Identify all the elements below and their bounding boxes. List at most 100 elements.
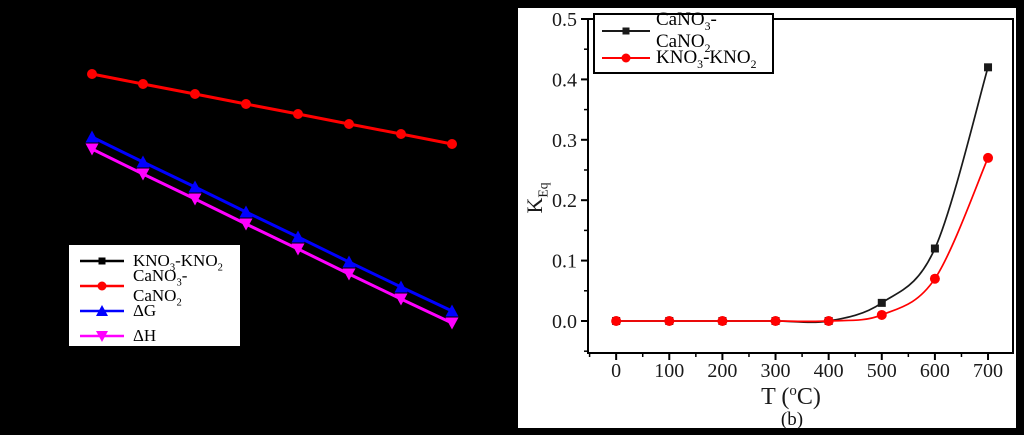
marker-triangle-down-icon (291, 243, 305, 256)
marker-circle-icon (611, 315, 622, 326)
marker-circle-icon (138, 79, 148, 89)
subscript: 2 (217, 261, 223, 273)
series-line-CaNO3- CaNO2 (616, 67, 989, 324)
marker-square-icon (984, 63, 993, 72)
marker-triangle-down-icon (85, 143, 99, 156)
marker-triangle-down-icon (342, 268, 356, 281)
legend-row: ΔH (78, 323, 240, 348)
x-tick-label: 100 (654, 360, 684, 382)
marker-triangle-down-icon (136, 168, 150, 181)
marker-triangle-down-icon (239, 218, 253, 231)
left-chart: KNO3-KNO2 CaNO3- CaNO2 ΔG ΔH (67, 69, 459, 348)
legend-row: CaNO3- CaNO2 (600, 9, 772, 54)
y-tick-label: 0.2 (552, 190, 577, 212)
text-part: CaNO (133, 265, 177, 285)
marker-circle-icon (621, 53, 631, 62)
x-tick-label: 600 (920, 360, 950, 382)
series-line-CaNO3- CaNO2 (91, 72, 453, 146)
text-part: -KNO (175, 250, 218, 270)
subscript: 2 (704, 41, 711, 55)
marker-triangle-up-icon (188, 180, 202, 193)
y-tick-label: 0.1 (552, 251, 577, 273)
x-tick-label: 400 (814, 360, 844, 382)
text-part: -KNO (703, 46, 751, 68)
marker-square-icon (930, 244, 939, 253)
legend-sample (602, 27, 650, 34)
right-chart-legend: CaNO3- CaNO2 KNO3-KNO2 (593, 9, 774, 74)
legend-row: ΔG (78, 298, 240, 323)
legend-row: KNO3-KNO2 (600, 44, 772, 71)
text-part: K (522, 197, 547, 214)
legend-sample (80, 330, 124, 342)
series-line-ΔG (91, 135, 453, 313)
right-chart-plot-area: 0 100 200 300 400 500 600 700 0.0 0.1 0.2 0.3 0.4 0.5 (552, 9, 1014, 382)
marker-triangle-down-icon (188, 193, 202, 206)
subscript: 3 (697, 57, 704, 71)
legend-label: ΔH (133, 326, 156, 346)
subscript: 3 (169, 261, 176, 273)
legend-label: KNO3-KNO2 (656, 46, 757, 71)
y-tick-label: 0.3 (552, 130, 577, 152)
y-tick-label: 0.0 (552, 311, 577, 333)
y-axis-label: KEq (518, 158, 552, 238)
legend-row: CaNO3- CaNO2 (78, 266, 240, 308)
subscript: Eq (535, 182, 551, 198)
marker-circle-icon (241, 99, 251, 109)
marker-triangle-down-icon (394, 293, 408, 306)
legend-label: CaNO3- CaNO2 (656, 8, 772, 55)
series-line-KNO3-KNO2 (616, 157, 989, 323)
panel-caption: (b) (780, 409, 804, 430)
x-tick-label: 700 (973, 360, 1003, 382)
text-part: T ( (761, 384, 790, 410)
legend-label: ΔG (133, 301, 156, 321)
marker-circle-icon (983, 152, 994, 163)
marker-circle-icon (87, 69, 97, 79)
legend-row: KNO3-KNO2 (78, 248, 240, 273)
marker-triangle-up-icon (445, 304, 459, 317)
marker-circle-icon (664, 315, 675, 326)
x-tick-label: 200 (707, 360, 737, 382)
marker-square-icon (877, 298, 886, 307)
subscript: 3 (176, 276, 182, 288)
marker-circle-icon (396, 129, 406, 139)
marker-circle-icon (293, 109, 303, 119)
text-part: CaNO (656, 8, 705, 30)
marker-triangle-up-icon (394, 280, 408, 293)
left-chart-plot-area (85, 69, 459, 330)
legend-label: CaNO3- CaNO2 (133, 265, 240, 308)
marker-circle-icon (97, 281, 107, 290)
text-part: ΔH (133, 325, 157, 345)
legend-sample (80, 257, 124, 264)
legend-sample (602, 53, 650, 62)
marker-triangle-up-icon (136, 155, 150, 168)
marker-triangle-up-icon (291, 230, 305, 243)
legend-sample (80, 281, 124, 290)
x-axis-label: T (oC) (711, 382, 871, 412)
subscript: 2 (750, 57, 757, 71)
left-chart-legend: KNO3-KNO2 CaNO3- CaNO2 ΔG ΔH (67, 243, 242, 348)
marker-circle-icon (344, 119, 354, 129)
text-part: KNO (656, 46, 698, 68)
x-tick-label: 300 (761, 360, 791, 382)
marker-circle-icon (876, 309, 887, 320)
marker-triangle-up-icon (239, 205, 253, 218)
text-part: C) (796, 384, 821, 410)
marker-circle-icon (770, 315, 781, 326)
marker-triangle-up-icon (96, 304, 108, 316)
right-chart-panel: 0 100 200 300 400 500 600 700 0.0 0.1 0.2 0.3 0.4 0.5… (518, 8, 1016, 430)
marker-triangle-down-icon (445, 317, 459, 330)
y-tick-label: 0.4 (552, 69, 577, 91)
subscript: 3 (704, 19, 711, 33)
y-tick-label: 0.5 (552, 9, 577, 31)
marker-square-icon (622, 27, 630, 34)
legend-sample (80, 304, 124, 316)
x-tick-label: 500 (867, 360, 897, 382)
marker-triangle-up-icon (85, 130, 99, 143)
text-part: ΔG (133, 300, 157, 320)
marker-triangle-down-icon (96, 330, 108, 342)
subscript: 2 (176, 296, 182, 308)
marker-circle-icon (447, 139, 457, 149)
text-part: - CaNO (133, 265, 188, 305)
marker-circle-icon (929, 273, 940, 284)
